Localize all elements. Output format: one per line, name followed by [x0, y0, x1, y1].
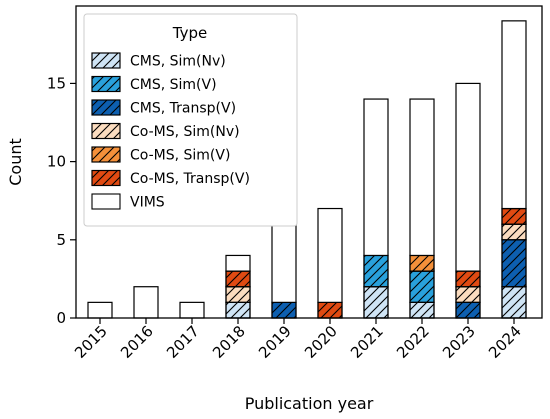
bar-hatch-cms-sim-nv-2024 [501, 286, 527, 319]
y-tick-label-0: 0 [56, 309, 66, 327]
legend-entries: CMS, Sim(Nv) CMS, Sim(V) CMS, Transp(V) Co-… [91, 52, 250, 211]
x-tick-label-2020: 2020 [301, 322, 341, 362]
bar-hatch-cms-sim-v-2021 [363, 254, 389, 288]
bar-segment-vims-2017 [179, 301, 205, 319]
legend-label-co-ms-sim-nv: Co-MS, Sim(Nv) [130, 124, 240, 140]
bar-hatch-co-ms-sim-nv-2024 [501, 223, 527, 241]
bar-segment-vims-2018 [225, 254, 251, 272]
legend-swatch-vims [91, 193, 121, 210]
legend-label-cms-transp-v: CMS, Transp(V) [130, 101, 236, 117]
legend-title: Type [172, 24, 207, 42]
legend-swatch-hatch-cms-sim-v [91, 75, 121, 93]
bar-hatch-cms-transp-v-2023 [455, 301, 481, 319]
legend-swatch-hatch-cms-sim-nv [91, 52, 121, 69]
bar-segment-vims-2023 [455, 82, 481, 272]
bar-hatch-co-ms-sim-v-2022 [409, 254, 435, 272]
bar-hatch-co-ms-transp-v-2024 [501, 207, 527, 225]
bar-segment-vims-2020 [317, 207, 343, 303]
legend-swatch-hatch-cms-transp-v [91, 99, 121, 116]
bar-segment-vims-2022 [409, 98, 435, 257]
y-tick-label-5: 5 [56, 231, 66, 249]
x-tick-label-2022: 2022 [393, 322, 433, 362]
legend-label-co-ms-transp-v: Co-MS, Transp(V) [130, 171, 250, 187]
x-tick-label-2017: 2017 [163, 322, 203, 362]
bar-hatch-co-ms-sim-nv-2018 [225, 286, 251, 303]
x-tick-label-2024: 2024 [485, 322, 525, 362]
bar-segment-vims-2021 [363, 98, 389, 257]
bar-hatch-co-ms-transp-v-2020 [317, 301, 343, 319]
y-tick-label-10: 10 [47, 153, 66, 171]
bar-hatch-cms-transp-v-2024 [501, 239, 527, 288]
bar-segment-vims-2024 [501, 20, 527, 210]
y-tick-label-15: 15 [47, 74, 66, 92]
x-tick-label-2015: 2015 [71, 322, 111, 362]
x-tick-label-2018: 2018 [209, 322, 249, 362]
x-axis-label: Publication year [245, 394, 374, 413]
bar-hatch-cms-sim-nv-2021 [363, 286, 389, 319]
legend-frame [83, 13, 298, 227]
bars-layer [87, 20, 527, 319]
legend-label-vims: VIMS [130, 195, 165, 211]
bar-hatch-co-ms-transp-v-2018 [225, 270, 251, 288]
x-tick-label-2021: 2021 [347, 322, 387, 362]
bar-segment-vims-2015 [87, 301, 113, 319]
bar-hatch-cms-sim-v-2022 [409, 270, 435, 303]
legend-label-cms-sim-nv: CMS, Sim(Nv) [130, 54, 226, 70]
legend-swatch-hatch-co-ms-transp-v [91, 169, 121, 187]
legend-swatch-hatch-co-ms-sim-nv [91, 122, 121, 140]
legend-swatch-hatch-co-ms-sim-v [91, 146, 121, 163]
bar-hatch-co-ms-transp-v-2023 [455, 270, 481, 288]
bar-hatch-cms-transp-v-2019 [271, 301, 297, 319]
x-tick-label-2023: 2023 [439, 322, 479, 362]
x-tick-label-2019: 2019 [255, 322, 295, 362]
legend-label-co-ms-sim-v: Co-MS, Sim(V) [130, 148, 230, 164]
y-axis-label: Count [6, 138, 25, 186]
bar-segment-vims-2016 [133, 286, 159, 319]
legend-label-cms-sim-v: CMS, Sim(V) [130, 77, 217, 93]
legend: Type CMS, Sim(Nv) CMS, Sim(V) CMS, Transp(… [83, 13, 298, 227]
bar-hatch-co-ms-sim-nv-2023 [455, 286, 481, 303]
x-tick-label-2016: 2016 [117, 322, 157, 362]
bar-hatch-cms-sim-nv-2022 [409, 301, 435, 319]
bar-hatch-cms-sim-nv-2018 [225, 301, 251, 319]
